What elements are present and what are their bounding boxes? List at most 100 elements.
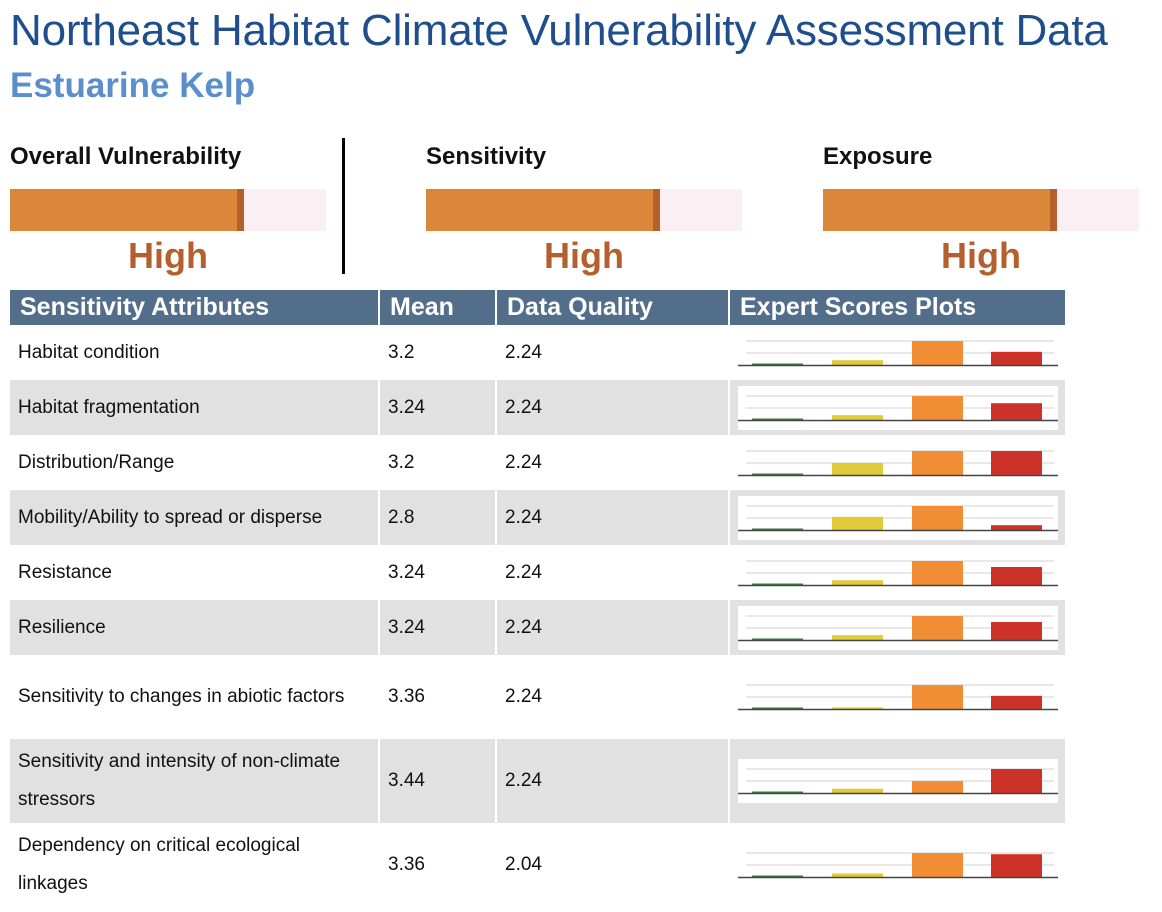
sensitivity-gauge: Sensitivity High <box>426 143 742 277</box>
score-bar-high <box>911 685 963 709</box>
data-quality-value: 2.24 <box>496 739 730 823</box>
gauge-rating: High <box>941 235 1021 276</box>
data-quality-value: 2.24 <box>496 490 730 545</box>
mean-value: 3.2 <box>379 325 497 380</box>
attribute-name: Distribution/Range <box>10 435 380 490</box>
attribute-name: Sensitivity to changes in abiotic factor… <box>10 655 380 739</box>
score-bar-very-high <box>990 566 1042 585</box>
mean-value: 3.24 <box>379 545 497 600</box>
column-header-attributes: Sensitivity Attributes <box>10 290 380 325</box>
mean-value: 3.24 <box>379 600 497 655</box>
score-bar-high <box>911 781 963 793</box>
table-row: Resistance 3.24 2.24 <box>10 545 1067 600</box>
column-header-data-quality: Data Quality <box>496 290 730 325</box>
gauge-bar <box>10 189 326 231</box>
expert-scores-plot-cell <box>729 655 1067 739</box>
attribute-name: Sensitivity and intensity of non-climate… <box>10 739 380 823</box>
table-row: Mobility/Ability to spread or disperse 2.… <box>10 490 1067 545</box>
gauge-label: Sensitivity <box>426 143 547 170</box>
score-bar-moderate <box>831 788 883 793</box>
score-bar-low <box>751 473 803 475</box>
column-header-mean: Mean <box>379 290 497 325</box>
data-quality-value: 2.24 <box>496 545 730 600</box>
score-bar-low <box>751 707 803 709</box>
exposure-gauge: Exposure High <box>823 143 1139 277</box>
table-row: Dependency on critical ecological linkag… <box>10 823 1067 907</box>
attribute-name: Dependency on critical ecological linkag… <box>10 823 380 907</box>
attribute-name: Resilience <box>10 600 380 655</box>
page-title: Northeast Habitat Climate Vulnerability … <box>10 6 1108 55</box>
score-bar-high <box>911 505 963 530</box>
data-quality-value: 2.24 <box>496 380 730 435</box>
score-bar-moderate <box>831 516 883 530</box>
table-row: Habitat fragmentation 3.24 2.24 <box>10 380 1067 435</box>
score-bar-very-high <box>990 450 1042 475</box>
expert-scores-plot <box>737 330 1058 375</box>
score-bar-very-high <box>990 769 1042 793</box>
score-bar-moderate <box>831 873 883 877</box>
score-bar-low <box>751 638 803 640</box>
score-bar-very-high <box>990 695 1042 709</box>
data-quality-value: 2.24 <box>496 600 730 655</box>
expert-scores-plot-cell <box>729 545 1067 600</box>
mean-value: 2.8 <box>379 490 497 545</box>
habitat-name: Estuarine Kelp <box>10 66 256 105</box>
attribute-name: Habitat fragmentation <box>10 380 380 435</box>
gauge-bar <box>823 189 1139 231</box>
expert-scores-plot <box>737 385 1058 430</box>
score-bar-low <box>751 791 803 793</box>
gauge-marker <box>236 189 244 231</box>
table-row: Sensitivity and intensity of non-climate… <box>10 739 1067 823</box>
table-row: Resilience 3.24 2.24 <box>10 600 1067 655</box>
table-row: Habitat condition 3.2 2.24 <box>10 325 1067 380</box>
gauge-label: Exposure <box>823 143 933 170</box>
expert-scores-plot-cell <box>729 823 1067 907</box>
expert-scores-plot <box>737 440 1058 485</box>
gauge-divider <box>342 138 345 274</box>
expert-scores-plot <box>737 759 1058 803</box>
score-bar-high <box>911 560 963 585</box>
gauge-label: Overall Vulnerability <box>10 143 242 170</box>
expert-scores-plot-cell <box>729 435 1067 490</box>
score-bar-high <box>911 340 963 365</box>
score-bar-moderate <box>831 462 883 475</box>
score-bar-low <box>751 583 803 585</box>
data-quality-value: 2.04 <box>496 823 730 907</box>
score-bar-low <box>751 528 803 530</box>
mean-value: 3.36 <box>379 655 497 739</box>
expert-scores-plot <box>737 550 1058 595</box>
expert-scores-plot <box>737 843 1058 887</box>
expert-scores-plot-cell <box>729 739 1067 823</box>
sensitivity-attributes-table: Sensitivity Attributes Mean Data Quality… <box>10 290 1067 907</box>
gauge-marker <box>652 189 660 231</box>
attribute-name: Resistance <box>10 545 380 600</box>
mean-value: 3.24 <box>379 380 497 435</box>
table-header-row: Sensitivity Attributes Mean Data Quality… <box>10 290 1067 325</box>
expert-scores-plot <box>737 605 1058 650</box>
score-bar-high <box>911 853 963 877</box>
data-quality-value: 2.24 <box>496 325 730 380</box>
score-bar-high <box>911 395 963 420</box>
mean-value: 3.36 <box>379 823 497 907</box>
score-bar-very-high <box>990 402 1042 420</box>
score-bar-very-high <box>990 621 1042 640</box>
score-bar-high <box>911 615 963 640</box>
gauge-fill <box>823 189 1057 231</box>
score-bar-very-high <box>990 351 1042 365</box>
score-bar-low <box>751 418 803 420</box>
score-bar-moderate <box>831 359 883 365</box>
mean-value: 3.44 <box>379 739 497 823</box>
attribute-name: Habitat condition <box>10 325 380 380</box>
expert-scores-plot-cell <box>729 325 1067 380</box>
overall-vulnerability-gauge: Overall Vulnerability High <box>10 143 326 277</box>
expert-scores-plot-cell <box>729 600 1067 655</box>
score-bar-low <box>751 875 803 877</box>
score-bar-very-high <box>990 854 1042 877</box>
column-header-expert-scores: Expert Scores Plots <box>729 290 1067 325</box>
attribute-name: Mobility/Ability to spread or disperse <box>10 490 380 545</box>
expert-scores-plot <box>737 675 1058 719</box>
score-bar-high <box>911 450 963 475</box>
table-row: Distribution/Range 3.2 2.24 <box>10 435 1067 490</box>
table-row: Sensitivity to changes in abiotic factor… <box>10 655 1067 739</box>
score-bar-low <box>751 363 803 365</box>
